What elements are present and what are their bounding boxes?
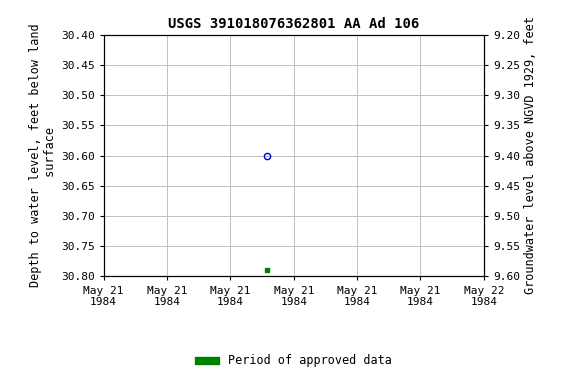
- Title: USGS 391018076362801 AA Ad 106: USGS 391018076362801 AA Ad 106: [168, 17, 419, 31]
- Legend: Period of approved data: Period of approved data: [191, 350, 397, 372]
- Y-axis label: Groundwater level above NGVD 1929, feet: Groundwater level above NGVD 1929, feet: [524, 17, 537, 295]
- Y-axis label: Depth to water level, feet below land
 surface: Depth to water level, feet below land su…: [29, 24, 56, 287]
